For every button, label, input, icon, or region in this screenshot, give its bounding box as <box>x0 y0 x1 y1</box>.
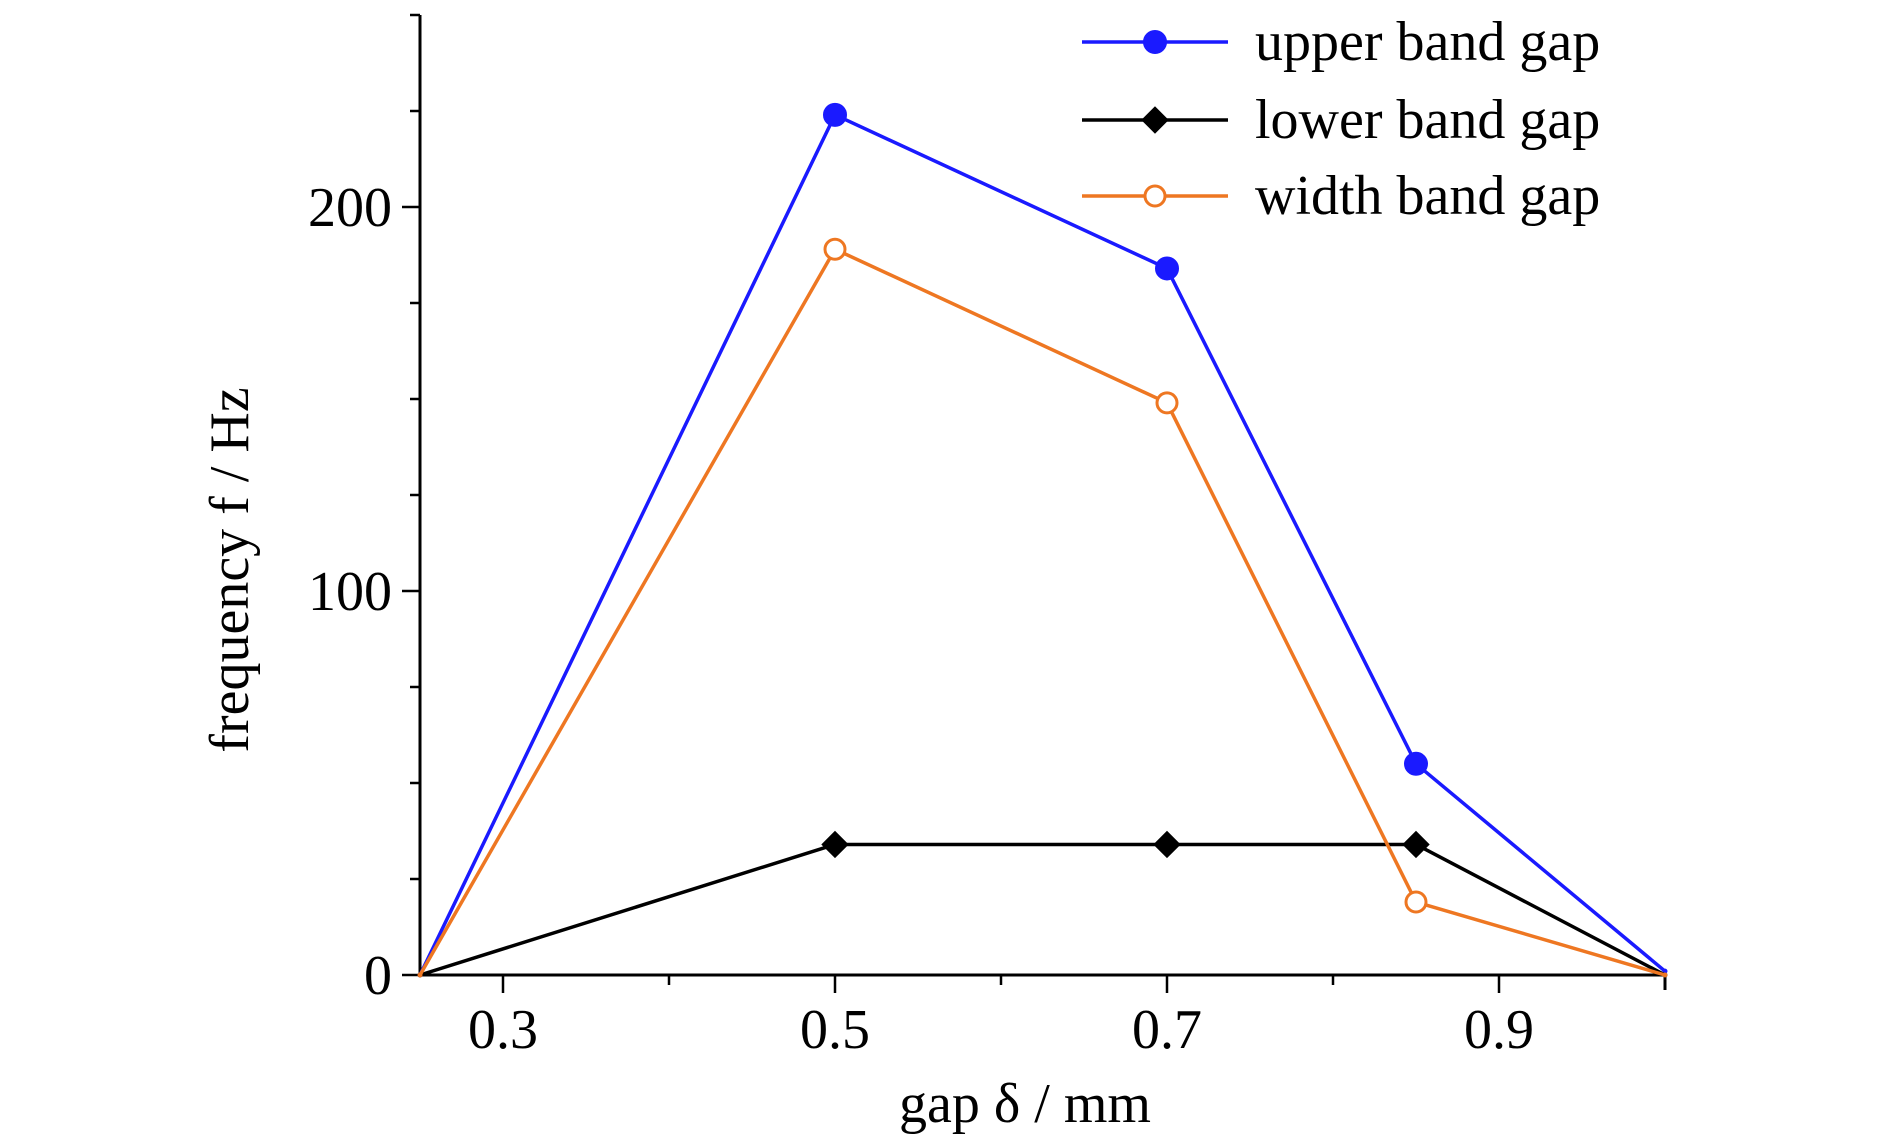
y-tick-label: 200 <box>308 177 392 239</box>
legend-marker <box>1141 106 1169 134</box>
legend: upper band gap lower band gap width band g… <box>1082 11 1600 227</box>
data-point <box>1402 830 1430 859</box>
data-point <box>1662 972 1668 978</box>
legend-marker <box>1143 184 1167 208</box>
data-point <box>1153 830 1181 859</box>
legend-label: width band gap <box>1255 165 1600 227</box>
x-tick-label: 0.9 <box>1464 999 1534 1061</box>
data-point <box>823 102 847 127</box>
data-point <box>1404 890 1428 914</box>
series-line <box>418 247 1666 977</box>
data-point <box>1155 256 1179 281</box>
series-upper-band-gap <box>417 102 1668 978</box>
legend-marker <box>1143 30 1167 54</box>
legend-label: upper band gap <box>1255 11 1600 73</box>
tick-labels: 0.3 0.5 0.7 0.9 0 100 200 <box>308 177 1534 1061</box>
y-tick-label: 0 <box>364 945 392 1007</box>
data-point <box>1404 751 1428 776</box>
legend-item: lower band gap <box>1082 89 1600 151</box>
legend-item: upper band gap <box>1082 11 1600 73</box>
data-point <box>1155 391 1179 415</box>
y-axis-label: frequency f / Hz <box>199 387 261 752</box>
legend-label: lower band gap <box>1255 89 1600 151</box>
ticks <box>402 13 1501 993</box>
series-width-band-gap <box>417 237 1668 978</box>
series-lower-band-gap <box>417 830 1668 978</box>
y-tick-label: 100 <box>308 561 392 623</box>
x-tick-label: 0.3 <box>468 999 538 1061</box>
x-axis-label: gap δ / mm <box>899 1073 1151 1135</box>
series-line <box>419 842 1666 977</box>
x-tick-label: 0.5 <box>800 999 870 1061</box>
data-point <box>823 237 847 261</box>
series-layer <box>417 102 1668 978</box>
data-point <box>417 972 423 978</box>
legend-item: width band gap <box>1082 165 1600 227</box>
data-point <box>821 830 849 859</box>
x-tick-label: 0.7 <box>1132 999 1202 1061</box>
